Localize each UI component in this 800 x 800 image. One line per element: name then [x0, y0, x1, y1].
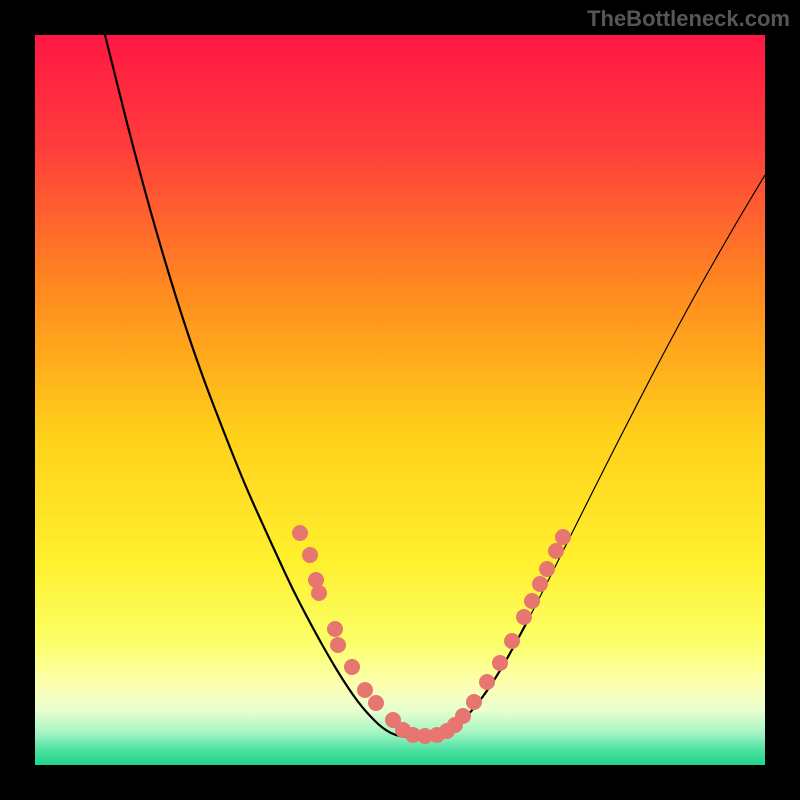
- data-dot: [539, 561, 555, 577]
- data-dot: [532, 576, 548, 592]
- data-dot: [466, 694, 482, 710]
- data-dot: [292, 525, 308, 541]
- data-dot: [368, 695, 384, 711]
- data-dot: [455, 708, 471, 724]
- plot-area: [35, 35, 765, 765]
- data-dot: [344, 659, 360, 675]
- data-dot: [524, 593, 540, 609]
- data-dot: [311, 585, 327, 601]
- data-dot: [504, 633, 520, 649]
- watermark-text: TheBottleneck.com: [587, 6, 790, 32]
- data-dot: [492, 655, 508, 671]
- data-dot: [327, 621, 343, 637]
- chart-container: TheBottleneck.com: [0, 0, 800, 800]
- gradient-background: [35, 35, 765, 765]
- data-dot: [548, 543, 564, 559]
- data-dot: [302, 547, 318, 563]
- data-dot: [330, 637, 346, 653]
- data-dot: [516, 609, 532, 625]
- data-dot: [357, 682, 373, 698]
- data-dot: [479, 674, 495, 690]
- data-dot: [555, 529, 571, 545]
